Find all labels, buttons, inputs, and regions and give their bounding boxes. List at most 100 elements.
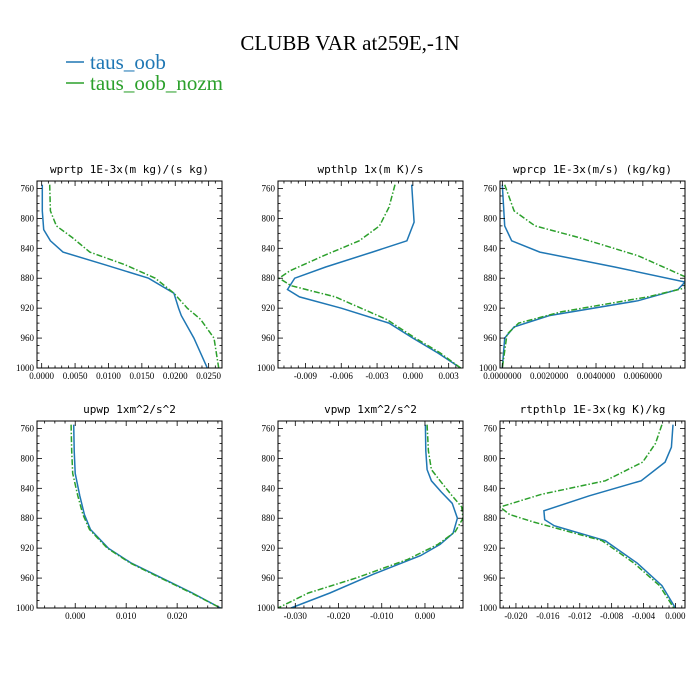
series-line-taus-oob: [72, 424, 221, 608]
series-line-taus-oob-nozm: [501, 184, 685, 368]
y-tick-label: 960: [262, 333, 276, 343]
plot-frame: [36, 420, 223, 609]
y-tick-label: 880: [484, 273, 498, 283]
x-tick-label: -0.003: [365, 371, 389, 381]
x-tick-label: 0.0040000: [577, 371, 616, 381]
y-tick-label: 840: [21, 243, 35, 253]
y-tick-label: 840: [484, 243, 498, 253]
y-tick-label: 800: [262, 213, 276, 223]
y-tick-label: 1000: [257, 363, 276, 373]
x-tick-label: 0.0100: [96, 371, 121, 381]
panel-title: upwp 1xm^2/s^2: [83, 403, 176, 416]
y-tick-label: 880: [484, 513, 498, 523]
panel-4: upwp 1xm^2/s^2 760 800 840 880 920 960 1000 0.00…: [16, 403, 223, 621]
y-tick-label: 800: [484, 213, 498, 223]
series-line-taus-oob-nozm: [278, 184, 462, 368]
x-tick-label: -0.030: [284, 611, 308, 621]
series-line-taus-oob: [286, 184, 462, 368]
y-tick-label: 1000: [479, 603, 498, 613]
panels: wprtp 1E-3x(m kg)/(s kg) 760 800 840 880 920 9…: [16, 163, 686, 621]
series-line-taus-oob: [543, 424, 677, 608]
x-tick-label: -0.012: [568, 611, 591, 621]
y-tick-label: 960: [262, 573, 276, 583]
panel-title: vpwp 1xm^2/s^2: [324, 403, 417, 416]
y-tick-label: 960: [21, 333, 35, 343]
y-tick-label: 760: [484, 183, 498, 193]
y-tick-label: 800: [21, 213, 35, 223]
x-tick-label: -0.020: [327, 611, 351, 621]
series-line-taus-oob-nozm: [500, 424, 675, 608]
y-tick-label: 800: [262, 453, 276, 463]
plot-frame: [499, 180, 686, 369]
x-tick-label: 0.0000000: [483, 371, 522, 381]
y-tick-label: 1000: [16, 363, 35, 373]
x-tick-label: 0.010: [116, 611, 137, 621]
panel-2: wpthlp 1x(m K)/s 760 800 840 880 920 960 1000 -0…: [257, 163, 464, 381]
panel-3: wprcp 1E-3x(m/s) (kg/kg) 760 800 840 880 920 9…: [479, 163, 686, 381]
y-tick-label: 1000: [257, 603, 276, 613]
legend-label-taus-oob: taus_oob: [90, 50, 166, 74]
x-tick-label: 0.0250: [196, 371, 221, 381]
x-tick-label: -0.008: [600, 611, 624, 621]
y-tick-label: 800: [484, 453, 498, 463]
y-tick-label: 760: [262, 423, 276, 433]
panel-title: wpthlp 1x(m K)/s: [318, 163, 424, 176]
legend-label-taus-oob-nozm: taus_oob_nozm: [90, 71, 223, 95]
y-tick-label: 960: [21, 573, 35, 583]
y-tick-label: 1000: [479, 363, 498, 373]
x-tick-label: -0.016: [536, 611, 560, 621]
x-tick-label: 0.0060000: [624, 371, 663, 381]
panel-title: wprtp 1E-3x(m kg)/(s kg): [50, 163, 209, 176]
y-tick-label: 840: [484, 483, 498, 493]
x-tick-label: 0.0050: [63, 371, 88, 381]
plot-frame: [277, 180, 464, 369]
y-tick-label: 880: [21, 273, 35, 283]
x-tick-label: -0.006: [330, 371, 354, 381]
x-tick-label: 0.0150: [129, 371, 154, 381]
series-line-taus-oob-nozm: [70, 424, 221, 608]
y-tick-label: 1000: [16, 603, 35, 613]
panel-1: wprtp 1E-3x(m kg)/(s kg) 760 800 840 880 920 9…: [16, 163, 223, 381]
y-tick-label: 800: [21, 453, 35, 463]
y-tick-label: 880: [262, 273, 276, 283]
y-tick-label: 920: [262, 303, 276, 313]
legend: taus_oob taus_oob_nozm: [66, 50, 223, 95]
y-tick-label: 840: [262, 243, 276, 253]
panel-6: rtpthlp 1E-3x(kg K)/kg 760 800 840 880 920 960…: [479, 403, 686, 621]
x-tick-label: -0.010: [370, 611, 394, 621]
x-tick-label: 0.000: [665, 611, 686, 621]
y-tick-label: 760: [484, 423, 498, 433]
y-tick-label: 880: [21, 513, 35, 523]
y-tick-label: 760: [262, 183, 276, 193]
plot-frame: [36, 180, 223, 369]
y-tick-label: 920: [21, 543, 35, 553]
series-line-taus-oob: [290, 424, 459, 608]
figure-title: CLUBB VAR at259E,-1N: [240, 31, 459, 55]
y-tick-label: 840: [262, 483, 276, 493]
x-tick-label: 0.0200: [163, 371, 188, 381]
plot-frame: [499, 420, 686, 609]
plot-frame: [277, 420, 464, 609]
y-tick-label: 920: [484, 303, 498, 313]
y-tick-label: 920: [262, 543, 276, 553]
x-tick-label: 0.000: [65, 611, 86, 621]
x-tick-label: 0.0000: [29, 371, 54, 381]
panel-5: vpwp 1xm^2/s^2 760 800 840 880 920 960 1000 -0.0…: [257, 403, 464, 621]
y-tick-label: 760: [21, 423, 35, 433]
x-tick-label: -0.020: [504, 611, 528, 621]
x-tick-label: 0.000: [403, 371, 424, 381]
y-tick-label: 920: [484, 543, 498, 553]
panel-title: rtpthlp 1E-3x(kg K)/kg: [520, 403, 666, 416]
y-tick-label: 920: [21, 303, 35, 313]
x-tick-label: 0.0020000: [530, 371, 569, 381]
panel-title: wprcp 1E-3x(m/s) (kg/kg): [513, 163, 672, 176]
x-tick-label: 0.020: [167, 611, 188, 621]
series-line-taus-oob: [41, 184, 208, 368]
series-line-taus-oob-nozm: [278, 424, 463, 608]
series-line-taus-oob: [501, 184, 685, 368]
x-tick-label: 0.000: [415, 611, 436, 621]
x-tick-label: -0.004: [632, 611, 656, 621]
x-tick-label: 0.003: [439, 371, 460, 381]
y-tick-label: 760: [21, 183, 35, 193]
